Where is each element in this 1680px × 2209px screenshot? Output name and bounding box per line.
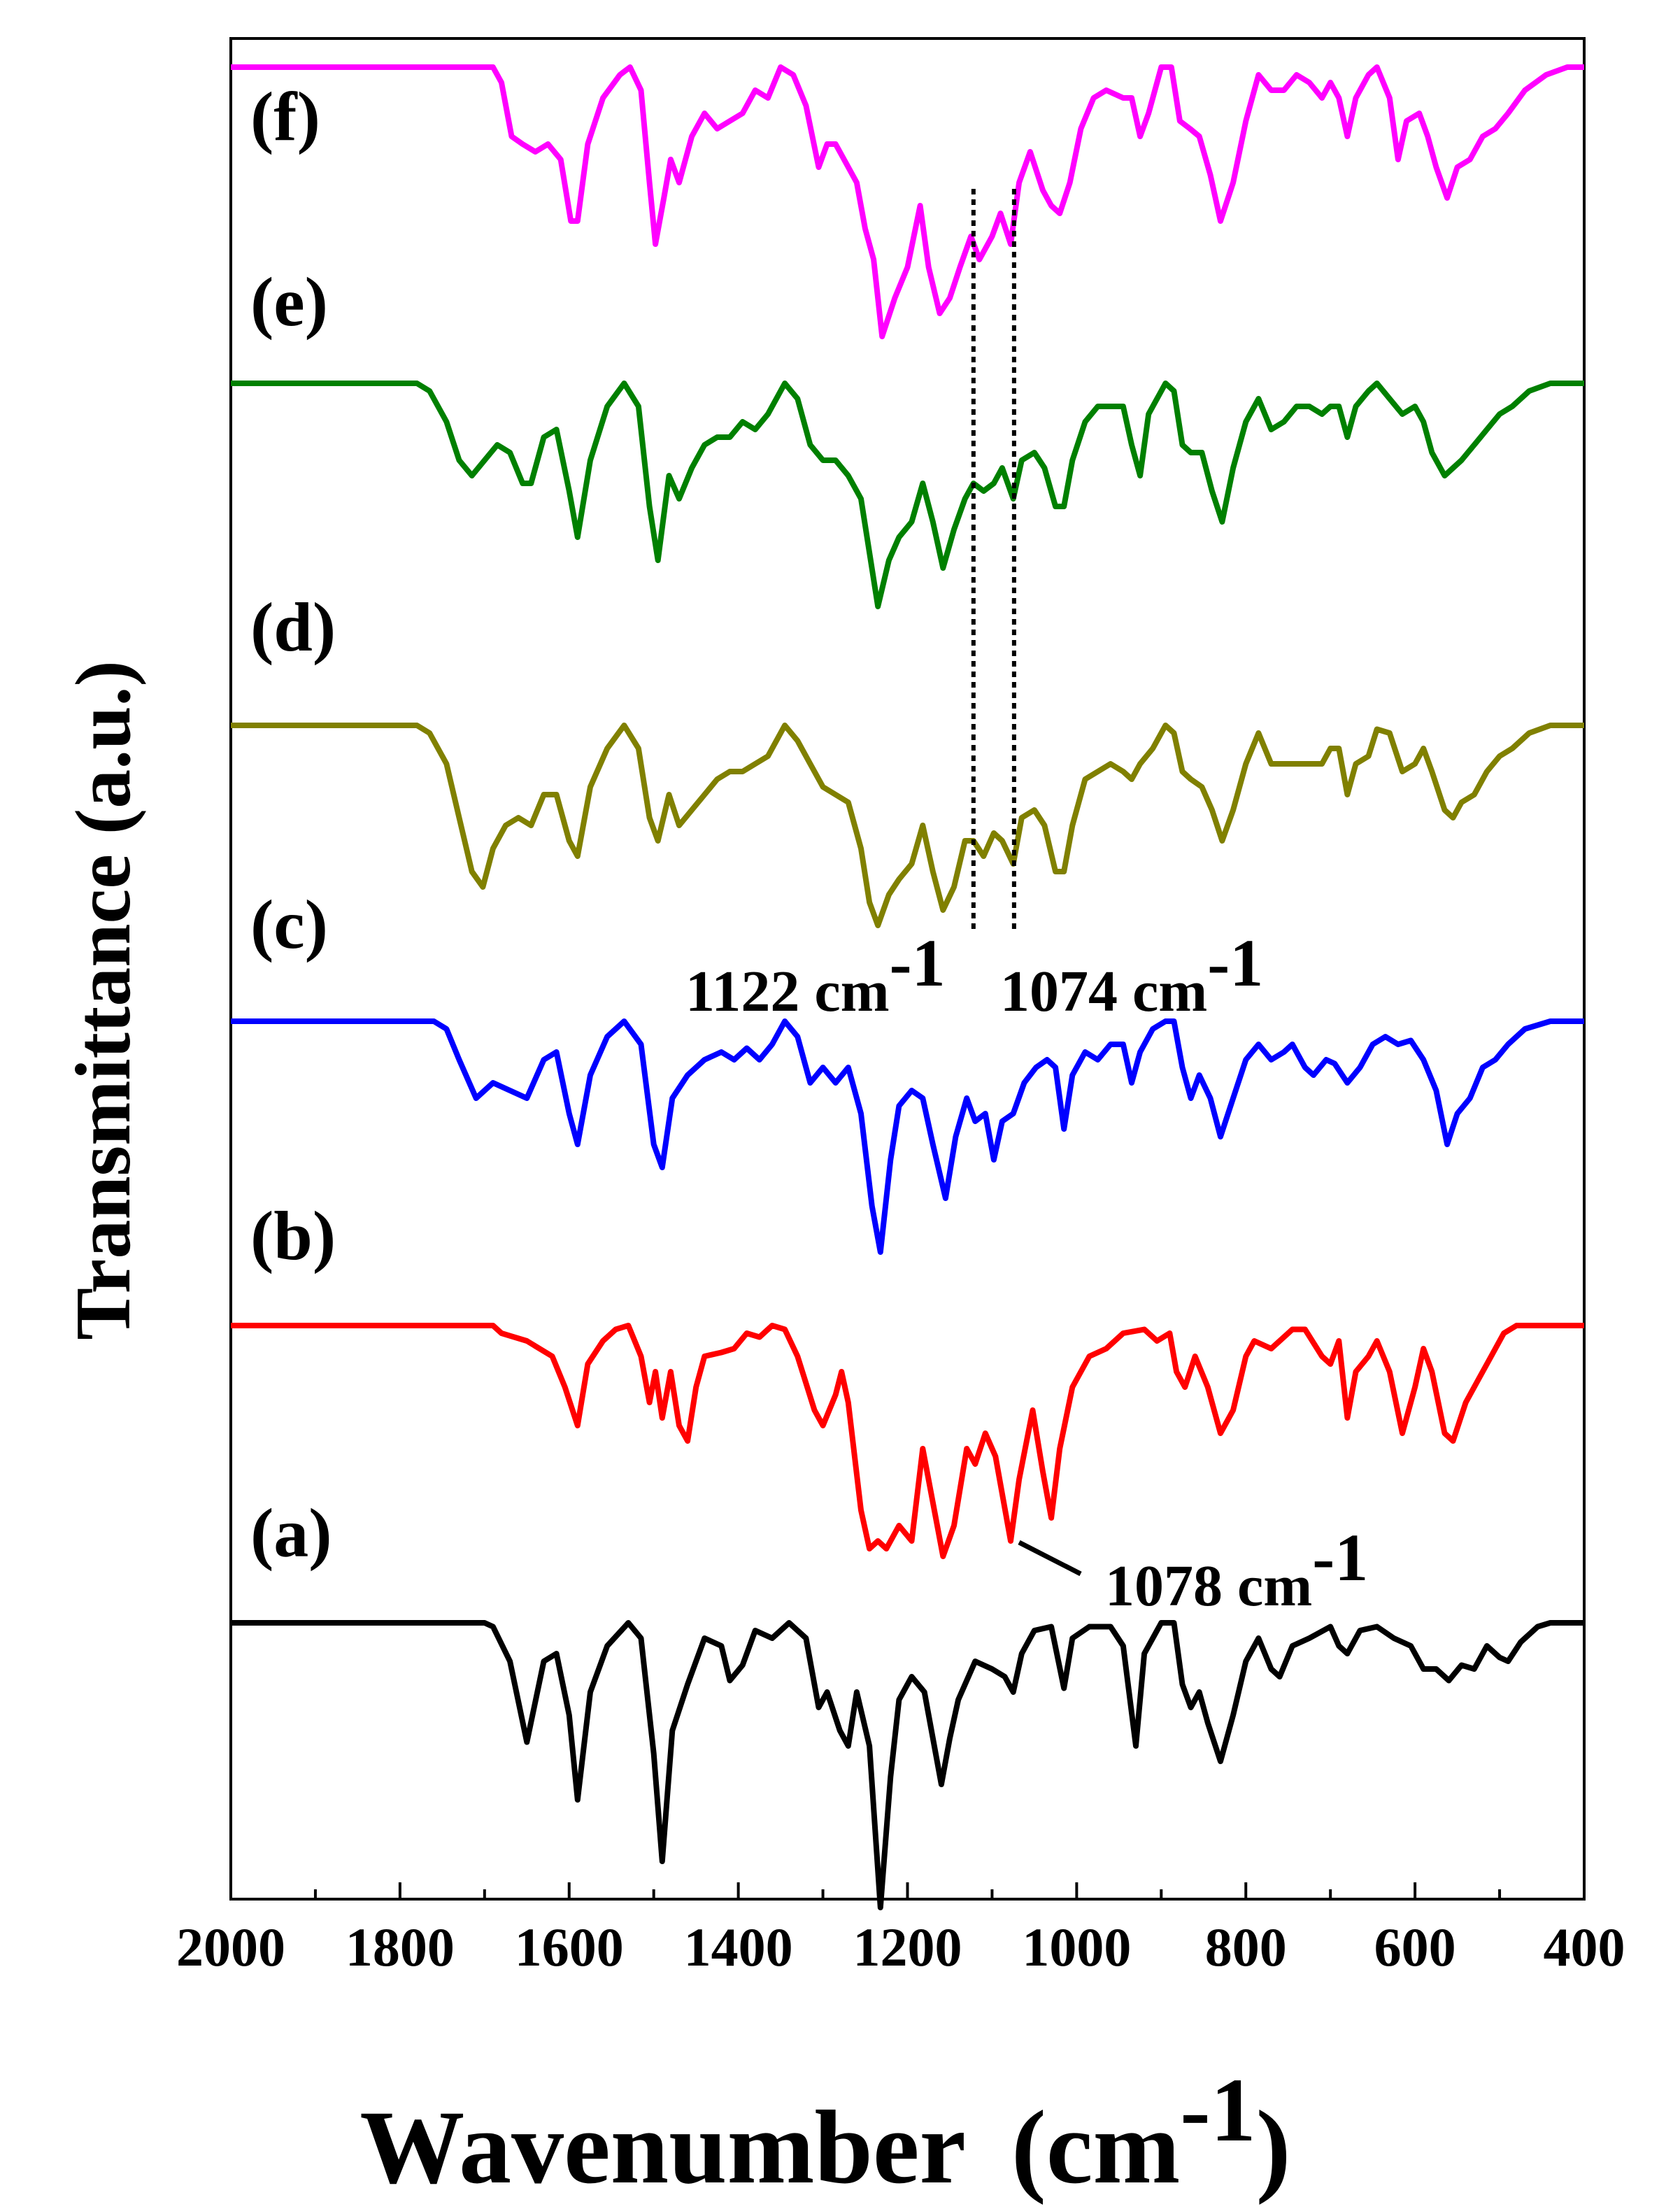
annotation-1122: 1122 cm-1: [685, 925, 946, 1024]
spectrum-f: [231, 64, 1584, 339]
series-label-e: (e): [250, 263, 328, 341]
x-axis-ticks: 2000 1800 1600 1400 1200 1000 800 600 400: [176, 1882, 1625, 1977]
series-label-d: (d): [250, 588, 336, 666]
x-tick-label: 1400: [684, 1917, 793, 1977]
x-axis-label-main: Wavenumber: [360, 2089, 964, 2206]
series-label-f: (f): [250, 78, 320, 155]
spectrum-c: [231, 1018, 1584, 1255]
x-tick-label: 1200: [853, 1917, 962, 1977]
series-label-a: (a): [250, 1494, 332, 1572]
x-axis-label-unit: (cm: [1011, 2089, 1180, 2206]
x-axis-label: Wavenumber (cm-1): [360, 2060, 1290, 2206]
x-axis-label-exp: -1: [1180, 2060, 1255, 2161]
annotation-layer: 1122 cm-1 1074 cm-1 1078 cm-1: [685, 189, 1368, 1619]
annotation-1078: 1078 cm-1: [1105, 1520, 1368, 1619]
series-labels: (a) (b) (c) (d) (e) (f): [250, 78, 336, 1572]
spectrum-e: [231, 381, 1584, 609]
series-layer: [231, 64, 1584, 1910]
x-tick-label: 1000: [1022, 1917, 1131, 1977]
annotation-1074: 1074 cm-1: [1000, 925, 1263, 1024]
x-tick-label: 1600: [515, 1917, 624, 1977]
spectrum-a: [231, 1620, 1584, 1910]
annotation-pointer-1078: [1018, 1540, 1082, 1577]
x-axis-label-close: ): [1256, 2089, 1291, 2206]
x-tick-label: 600: [1374, 1917, 1456, 1977]
spectrum-d: [231, 723, 1584, 928]
spectrum-b: [231, 1323, 1584, 1559]
y-axis-label: Transmittance (a.u.): [60, 660, 147, 1340]
series-label-b: (b): [250, 1197, 336, 1274]
x-tick-label: 2000: [176, 1917, 285, 1977]
x-tick-label: 400: [1544, 1917, 1625, 1977]
x-tick-label: 1800: [346, 1917, 455, 1977]
series-label-c: (c): [250, 886, 328, 963]
x-tick-label: 800: [1205, 1917, 1287, 1977]
